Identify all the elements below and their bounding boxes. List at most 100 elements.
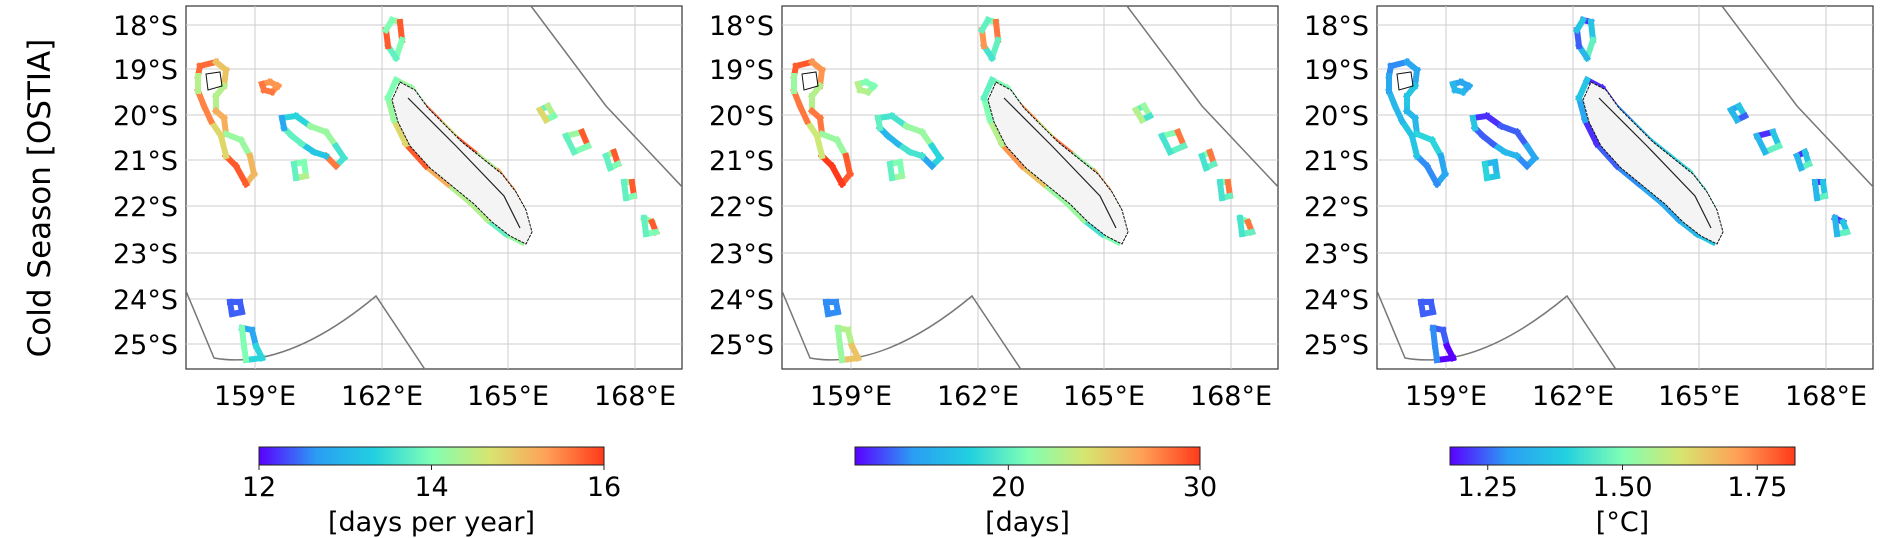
reef-cell-grande-terre [1039, 179, 1071, 207]
reef-cell-grande-terre [1575, 76, 1591, 102]
eez-boundary [1126, 6, 1278, 188]
lat-tick-label: 20°S [709, 101, 774, 132]
reef-cell-chesterfield [827, 161, 847, 189]
lon-tick-label: 159°E [214, 381, 296, 412]
map-frame [185, 5, 683, 370]
reef-cell-grande-terre [1612, 161, 1644, 189]
reef-cell-grande-terre [1656, 197, 1684, 225]
reef-cell-grande-terre [985, 115, 1007, 149]
colorbar-tick-label: 12 [242, 472, 276, 503]
lat-tick-label: 18°S [113, 11, 178, 42]
lon-tick-label: 165°E [1658, 381, 1740, 412]
reef-cell-grande-terre [1079, 215, 1107, 239]
reef-cell-fairway [822, 298, 832, 318]
reef-cell-east-reef [640, 214, 650, 238]
reef-cell-grande-terre [997, 139, 1027, 171]
reef-cell-grande-terre [465, 197, 493, 225]
colorbar [1449, 446, 1796, 466]
lat-tick-label: 19°S [113, 55, 178, 86]
lat-tick-label: 18°S [709, 11, 774, 42]
reef-cell-loyalty [1726, 105, 1742, 125]
reef-cell-fairway [1417, 298, 1427, 318]
reef-cell-grande-terre-north [1572, 15, 1588, 35]
map-frame [1376, 5, 1874, 370]
reef-cell-kenn [834, 324, 844, 350]
lat-tick-label: 25°S [113, 330, 178, 361]
lon-tick-label: 168°E [594, 381, 676, 412]
reef-cell-chesterfield [813, 132, 826, 160]
reef-cell-grande-terre [980, 76, 996, 102]
colorbar-tick-label: 14 [414, 472, 448, 503]
lat-tick-label: 24°S [1304, 285, 1369, 316]
map-panel-frequency: 18°S 19°S 20°S 21°S 22°S 23°S 24°S 25°S 159°E 162… [113, 5, 683, 538]
reef-cell-bampton [258, 80, 268, 94]
grande-terre-coast [1582, 81, 1724, 245]
reef-cell-kenn [1429, 324, 1439, 350]
coastline [205, 71, 533, 245]
eez-boundary [186, 290, 426, 369]
reef-cell-grande-terre [401, 139, 431, 171]
reef-cell-loyalty-2 [1752, 131, 1770, 157]
chesterfield-coast [205, 71, 223, 91]
colorbar-label: [°C] [1596, 507, 1649, 538]
colorbar-tick-label: 1.75 [1727, 472, 1787, 503]
reef-cell-chesterfield [231, 161, 251, 189]
reef-cell-grande-terre [384, 76, 400, 102]
coastline [1396, 71, 1724, 245]
lat-tick-label: 23°S [113, 239, 178, 270]
reef-cell-loyalty-3 [602, 152, 614, 172]
reef-cell-grande-terre [1592, 139, 1622, 171]
lagoon-reef [1003, 97, 1117, 229]
reef-cell-grande-terre [421, 161, 453, 189]
reef-cell-bampton [854, 80, 864, 94]
reef-cell-loyalty-4 [620, 178, 630, 202]
lat-tick-label: 21°S [709, 146, 774, 177]
reef-cell-grande-terre [443, 179, 475, 207]
reef-cell-chesterfield [1408, 132, 1421, 160]
lon-tick-label: 162°E [937, 381, 1019, 412]
reef-cell-fairway [226, 298, 236, 318]
reef-cell-grande-terre [1634, 179, 1666, 207]
grande-terre-coast [987, 81, 1129, 245]
reef-cell-landsborough [290, 160, 300, 182]
lat-tick-label: 21°S [113, 146, 178, 177]
reef-cell-grande-terre [483, 215, 511, 239]
colorbar-tick-label: 20 [991, 472, 1025, 503]
chesterfield-coast [1396, 71, 1414, 91]
eez-boundary [1377, 290, 1617, 369]
reef-cell-bellona [278, 114, 288, 132]
colorbar-label: [days] [985, 507, 1070, 538]
reef-cell-grande-terre-north [381, 15, 397, 35]
map-panel-intensity: 18°S 19°S 20°S 21°S 22°S 23°S 24°S 25°S 159°E 162… [1304, 5, 1874, 538]
reef-cell-bellona [874, 114, 884, 132]
lat-tick-label: 20°S [1304, 101, 1369, 132]
lon-tick-label: 159°E [1405, 381, 1487, 412]
colorbar [258, 446, 605, 466]
lon-tick-label: 168°E [1785, 381, 1867, 412]
reef-cell-landsborough [886, 160, 896, 182]
map-grid [186, 6, 682, 369]
grande-terre-coast [391, 81, 533, 245]
reef-cell-loyalty [535, 105, 551, 125]
coastline [801, 71, 1129, 245]
lat-tick-label: 23°S [709, 239, 774, 270]
lat-tick-label: 19°S [1304, 55, 1369, 86]
reef-cell-chesterfield [1422, 161, 1442, 189]
reef-cell-loyalty-2 [561, 131, 579, 157]
lat-tick-label: 21°S [1304, 146, 1369, 177]
reef-cell-east-reef [1831, 214, 1841, 238]
lat-tick-label: 19°S [709, 55, 774, 86]
lon-tick-label: 159°E [810, 381, 892, 412]
reef-cell-grande-terre [1580, 115, 1602, 149]
colorbar-tick-label: 30 [1183, 472, 1217, 503]
reef-cell-chesterfield [217, 132, 230, 160]
reef-cell-grande-terre [1017, 161, 1049, 189]
reef-cell-loyalty-2 [1157, 131, 1175, 157]
lat-tick-label: 23°S [1304, 239, 1369, 270]
reef-cell-east-reef [1236, 214, 1246, 238]
lon-tick-label: 162°E [1532, 381, 1614, 412]
colorbar-tick-label: 1.50 [1592, 472, 1652, 503]
colorbar-label: [days per year] [328, 507, 535, 538]
lat-tick-label: 24°S [113, 285, 178, 316]
